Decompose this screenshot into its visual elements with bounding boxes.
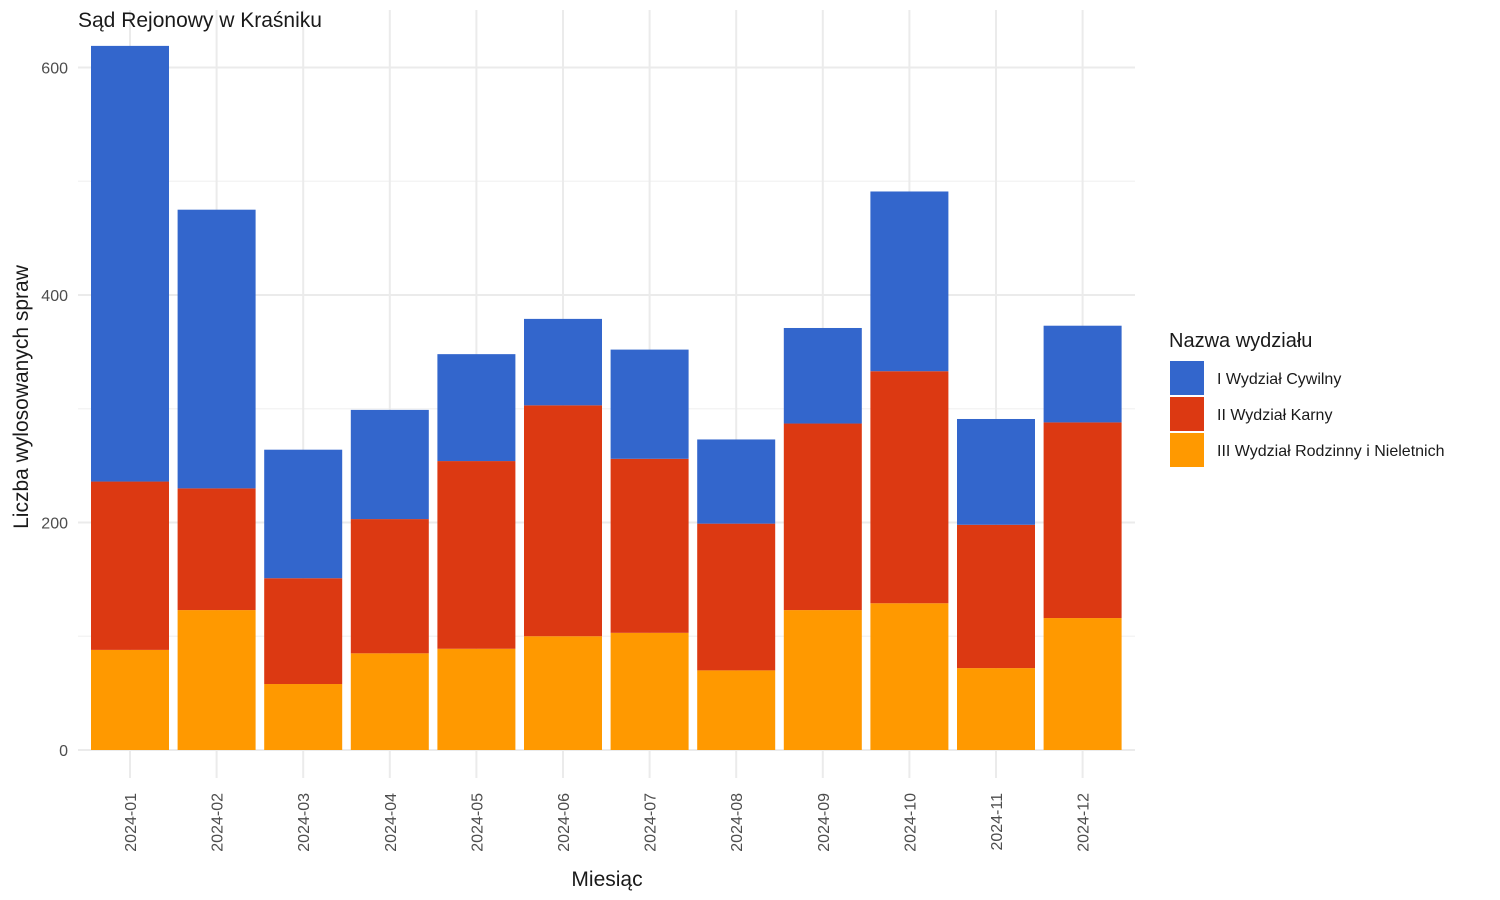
x-tick-label: 2024-11: [989, 793, 1006, 851]
legend-swatch: [1170, 397, 1204, 431]
x-tick-label: 2024-08: [729, 793, 746, 852]
y-tick-label: 400: [41, 288, 68, 305]
bar-segment: [783, 423, 862, 611]
bar-segment: [437, 354, 516, 462]
bar-segment: [1043, 618, 1122, 750]
x-tick-label: 2024-09: [816, 793, 833, 852]
x-tick-label: 2024-07: [643, 793, 660, 852]
bar-segment: [264, 449, 343, 579]
bar-segment: [524, 636, 602, 750]
bar-segment: [783, 610, 862, 750]
bar-segment: [610, 349, 689, 459]
bar-segment: [91, 649, 169, 750]
bar-segment: [177, 209, 256, 489]
bar-segment: [870, 191, 949, 372]
bar-segment: [870, 603, 949, 750]
y-tick-label: 200: [41, 516, 68, 533]
y-tick-label: 600: [41, 61, 68, 78]
x-tick-label: 2024-01: [123, 793, 140, 852]
y-axis-title: Liczba wylosowanych spraw: [10, 264, 33, 529]
bar-segment: [697, 439, 776, 524]
legend-swatch: [1170, 433, 1204, 467]
bar-segment: [697, 670, 776, 750]
x-tick-label: 2024-12: [1076, 793, 1093, 852]
bar-segment: [350, 409, 429, 520]
bar-segment: [264, 578, 343, 685]
bar-segment: [957, 668, 1035, 750]
legend-title: Nazwa wydziału: [1169, 330, 1312, 352]
chart-title: Sąd Rejonowy w Kraśniku: [78, 9, 322, 32]
bar-segment: [437, 648, 516, 750]
bar-segment: [437, 461, 516, 649]
bar-segment: [524, 318, 602, 406]
x-tick-label: 2024-10: [902, 793, 919, 852]
legend-label: III Wydział Rodzinny i Nieletnich: [1217, 443, 1445, 460]
bar-segment: [264, 684, 343, 750]
legend-swatch: [1170, 361, 1204, 395]
bar-segment: [350, 653, 429, 750]
x-tick-label: 2024-02: [210, 793, 227, 852]
bar-segment: [524, 405, 602, 637]
legend: Nazwa wydziału I Wydział Cywilny II Wydzi…: [1169, 330, 1445, 467]
bar-segment: [783, 327, 862, 424]
x-tick-label: 2024-05: [469, 793, 486, 852]
bar-segment: [1043, 325, 1122, 423]
bar-segment: [91, 45, 169, 482]
bars: [91, 45, 1122, 750]
bar-segment: [350, 519, 429, 654]
y-axis-ticks: 0 200 400 600: [41, 61, 68, 761]
y-tick-label: 0: [59, 743, 68, 760]
x-tick-label: 2024-06: [556, 793, 573, 852]
legend-label: I Wydział Cywilny: [1217, 371, 1341, 388]
bar-segment: [610, 632, 689, 750]
legend-items: I Wydział Cywilny II Wydział Karny III Wyd…: [1170, 361, 1445, 467]
bar-segment: [91, 481, 169, 650]
x-axis-title: Miesiąc: [571, 868, 642, 891]
legend-label: II Wydział Karny: [1217, 407, 1332, 424]
bar-segment: [1043, 422, 1122, 619]
bar-segment: [870, 371, 949, 604]
x-tick-label: 2024-03: [296, 793, 313, 852]
bar-segment: [177, 610, 256, 750]
bar-segment: [957, 524, 1035, 669]
bar-segment: [957, 418, 1035, 525]
bar-segment: [610, 458, 689, 633]
x-tick-label: 2024-04: [383, 793, 400, 852]
x-axis-ticks: 2024-01 2024-02 2024-03 2024-04 2024-05 2024-…: [123, 793, 1093, 852]
bar-segment: [177, 488, 256, 611]
bar-segment: [697, 523, 776, 671]
